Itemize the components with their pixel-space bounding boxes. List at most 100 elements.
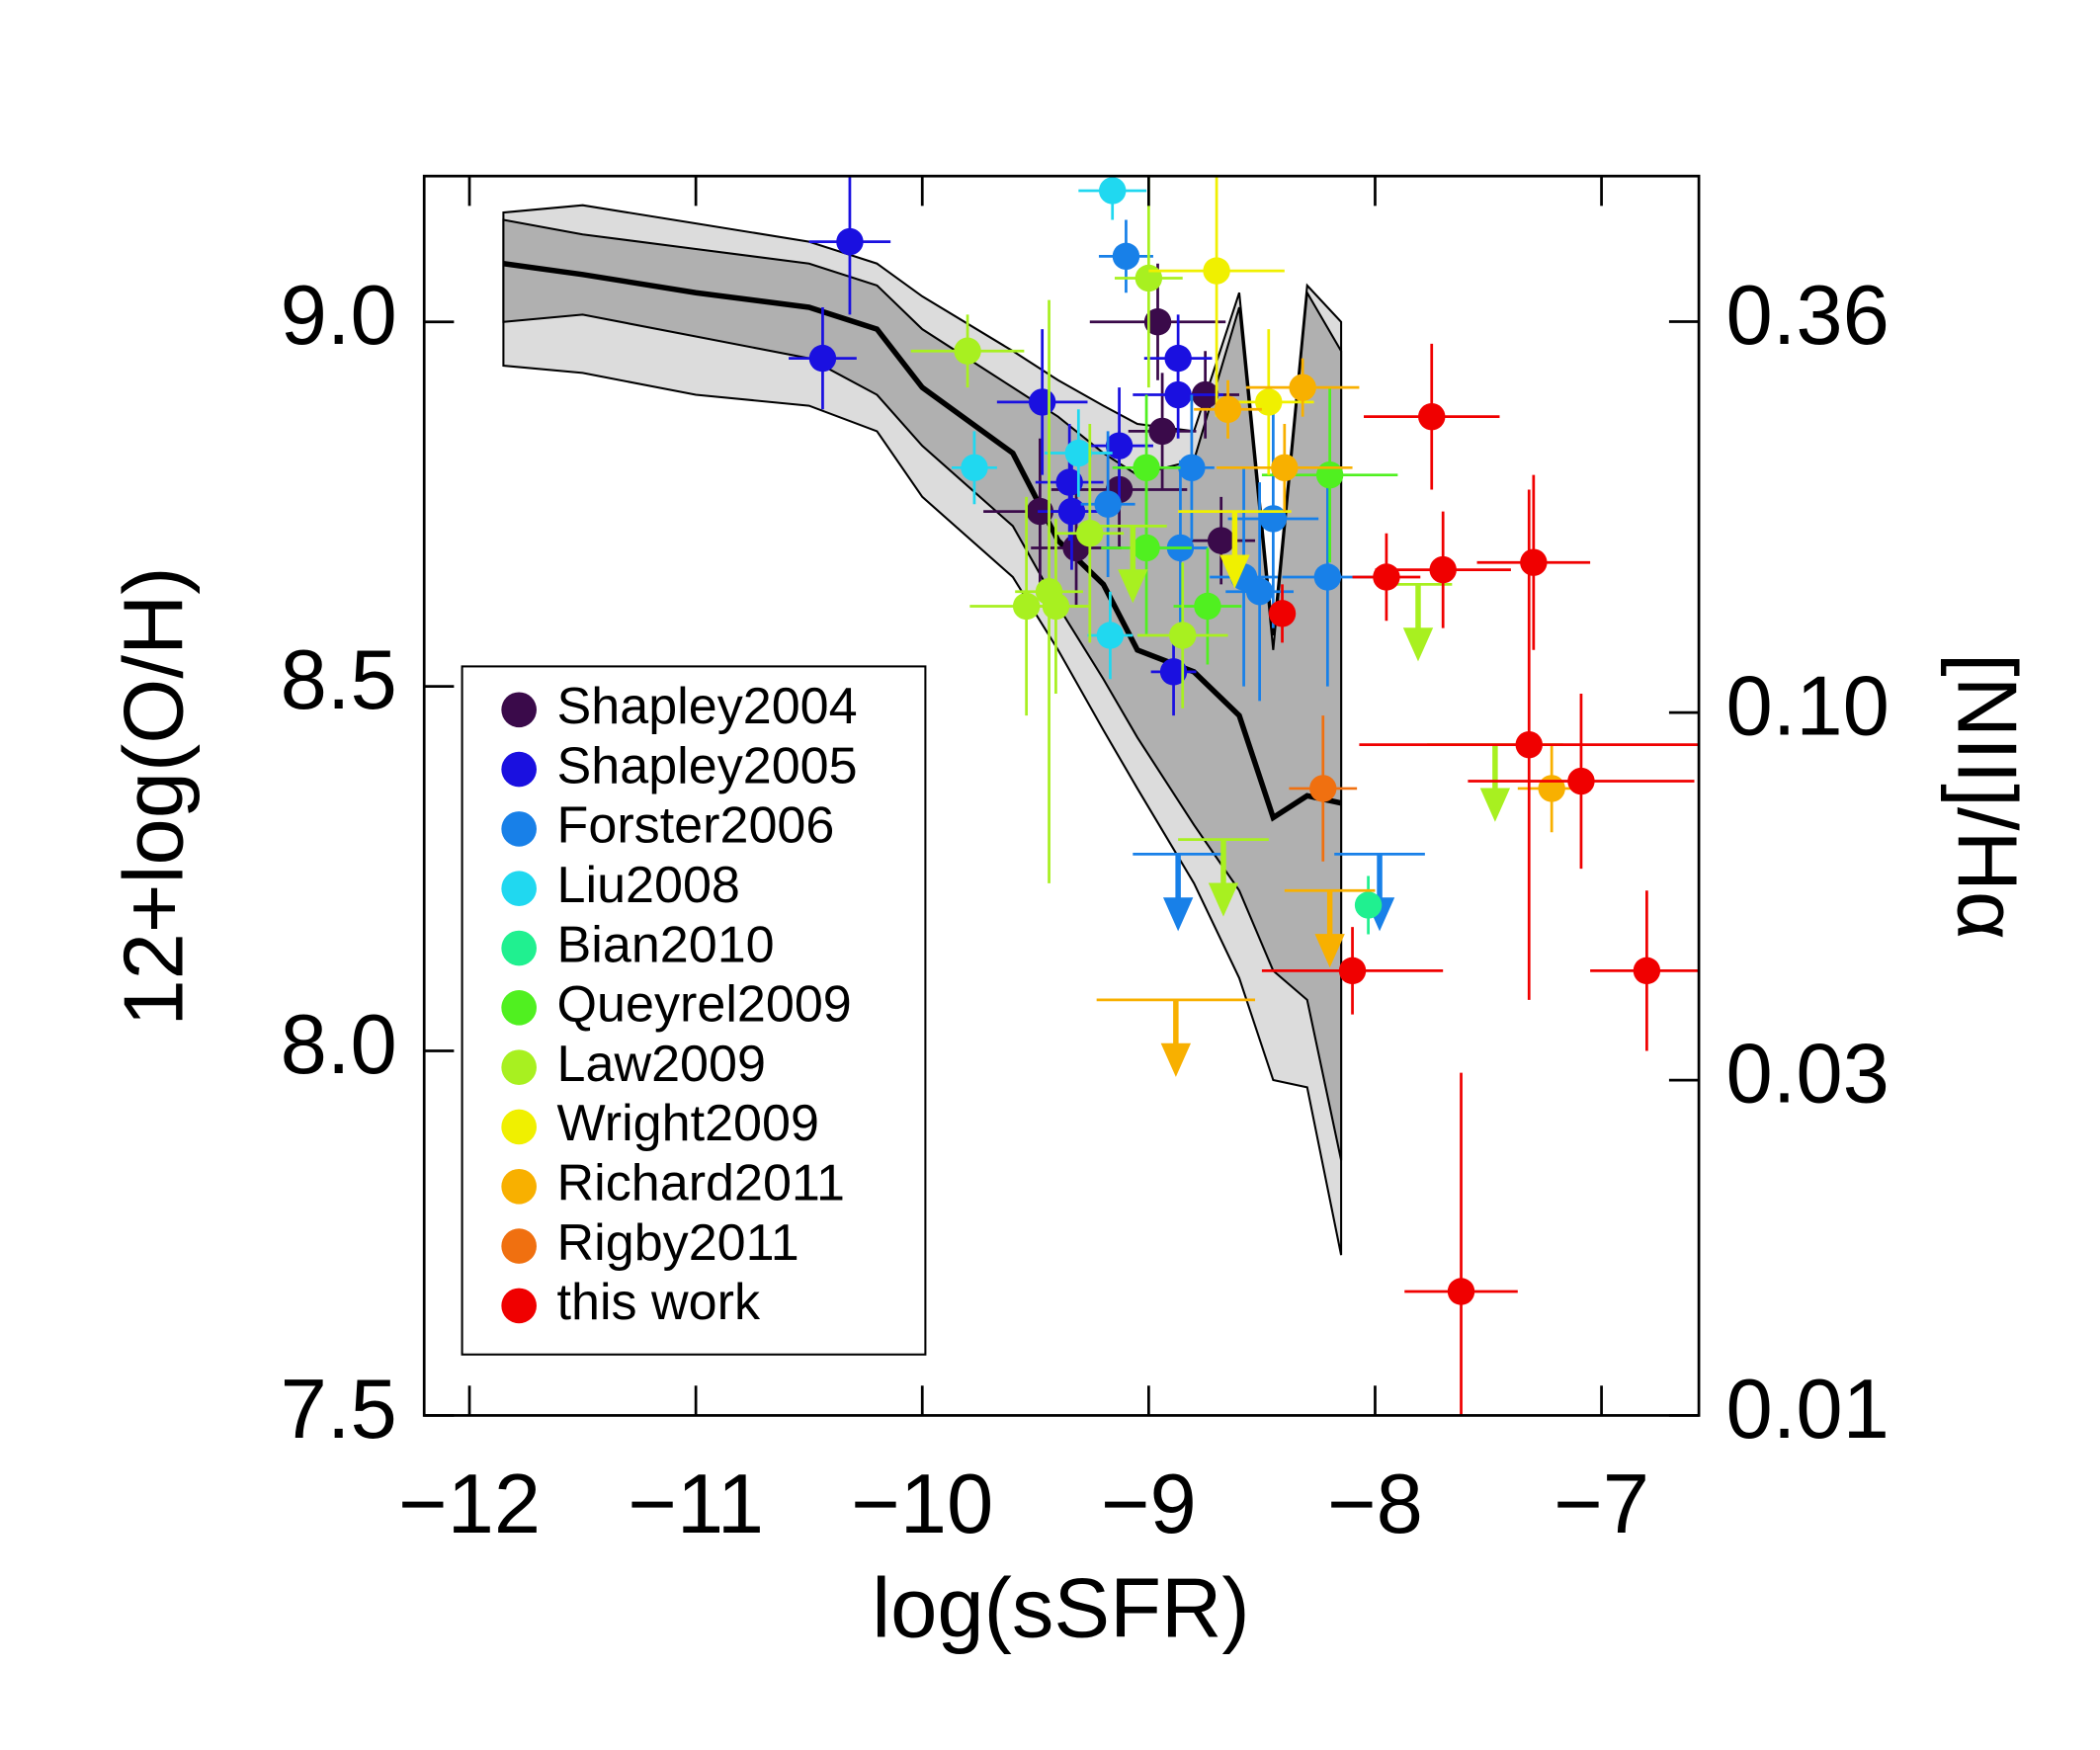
data-point — [1159, 658, 1188, 686]
x-tick-label: −12 — [398, 1458, 541, 1551]
legend-marker — [501, 1049, 537, 1085]
data-point — [1207, 527, 1235, 554]
data-point — [1076, 520, 1104, 547]
legend-marker — [501, 811, 537, 847]
median-line — [503, 261, 1342, 822]
legend-label: this work — [557, 1274, 761, 1331]
y2-tick-label: 0.10 — [1726, 660, 1890, 754]
legend-label: Shapley2004 — [557, 678, 858, 735]
data-point — [1055, 468, 1083, 496]
data-point — [1028, 388, 1056, 416]
plot-frame — [422, 174, 1701, 1417]
upper-limit-arrow — [1118, 526, 1148, 604]
data-point — [1289, 374, 1316, 401]
data-point — [1178, 454, 1206, 482]
legend-label: Shapley2005 — [557, 737, 858, 794]
legend-label: Queyrel2009 — [557, 976, 852, 1034]
data-point — [808, 344, 837, 373]
data-point — [1098, 177, 1127, 205]
x-tick-label: −10 — [851, 1458, 993, 1551]
y-tick-label: 8.5 — [281, 633, 397, 727]
data-point — [1094, 490, 1122, 518]
plot-area — [502, 176, 1700, 1416]
data-point — [1169, 622, 1197, 649]
data-point — [1164, 380, 1192, 409]
legend-label: Richard2011 — [557, 1155, 845, 1212]
data-point — [1373, 563, 1400, 591]
upper-limit-arrow — [1160, 999, 1192, 1077]
data-point — [1429, 555, 1457, 584]
legend-label: Rigby2011 — [557, 1214, 799, 1272]
legend-label: Wright2009 — [557, 1095, 819, 1152]
y-tick-label: 8.0 — [281, 998, 397, 1092]
data-point — [1354, 891, 1383, 919]
data-point — [1271, 454, 1299, 482]
data-point — [1520, 548, 1548, 576]
data-point — [1112, 242, 1140, 271]
y-tick-label: 7.5 — [281, 1363, 397, 1457]
legend-label: Law2009 — [557, 1036, 766, 1093]
data-point — [1133, 534, 1160, 562]
data-point — [836, 227, 864, 256]
upper-limit-arrow — [1479, 744, 1511, 822]
data-point — [1064, 439, 1093, 467]
upper-limit-arrow — [1402, 584, 1434, 662]
data-point — [954, 337, 981, 365]
legend-marker — [501, 1288, 537, 1324]
upper-limit-arrow — [1162, 854, 1194, 932]
data-point — [1105, 432, 1134, 459]
y2-tick-label: 0.03 — [1726, 1028, 1890, 1122]
x-axis-label: log(sSFR) — [872, 1561, 1249, 1655]
data-point — [1567, 767, 1595, 795]
data-point — [1338, 957, 1367, 985]
data-point — [1245, 578, 1274, 606]
data-point — [1268, 600, 1297, 627]
x-tick-label: −9 — [1101, 1458, 1197, 1551]
legend-marker — [501, 751, 537, 788]
data-point — [1447, 1278, 1475, 1305]
data-point — [1143, 308, 1172, 336]
legend-box — [461, 665, 927, 1356]
data-point — [1194, 592, 1221, 621]
x-tick-label: −11 — [628, 1458, 764, 1551]
y2-tick-label: 0.36 — [1726, 269, 1890, 363]
upper-limit-arrow — [1314, 890, 1345, 968]
data-point — [1214, 395, 1242, 423]
data-point — [1057, 497, 1086, 526]
data-point — [1538, 775, 1565, 802]
legend-marker — [501, 1228, 537, 1264]
data-point — [1418, 402, 1446, 431]
y-axis-label: 12+log(O/H) — [107, 566, 201, 1026]
data-point — [1259, 505, 1288, 533]
data-point — [1042, 592, 1070, 621]
legend-marker — [501, 692, 537, 728]
legend-label: Forster2006 — [557, 797, 835, 855]
legend-marker — [501, 990, 537, 1026]
y-tick-label: 9.0 — [281, 269, 397, 363]
data-point — [1315, 460, 1344, 489]
upper-limit-arrow — [1219, 511, 1250, 589]
legend-marker — [501, 1168, 537, 1205]
data-point — [1096, 622, 1125, 649]
legend-label: Bian2010 — [557, 916, 775, 973]
legend-marker — [501, 871, 537, 907]
x-tick-label: −7 — [1554, 1458, 1649, 1551]
data-point — [1633, 957, 1661, 985]
data-point — [1515, 730, 1543, 759]
data-point — [1255, 388, 1283, 416]
data-point — [1134, 264, 1163, 292]
data-point — [1313, 563, 1342, 591]
y2-axis-label: [NII]/Hα — [1940, 653, 2034, 940]
upper-limit-arrow — [1208, 839, 1239, 917]
legend-label: Liu2008 — [557, 857, 740, 914]
legend-marker — [501, 1109, 537, 1145]
y2-tick-label: 0.01 — [1726, 1363, 1890, 1457]
x-tick-label: −8 — [1327, 1458, 1423, 1551]
data-point — [1203, 257, 1230, 285]
legend-marker — [501, 930, 537, 966]
data-point — [1309, 775, 1337, 802]
data-point — [1148, 417, 1176, 446]
data-point — [961, 454, 988, 482]
